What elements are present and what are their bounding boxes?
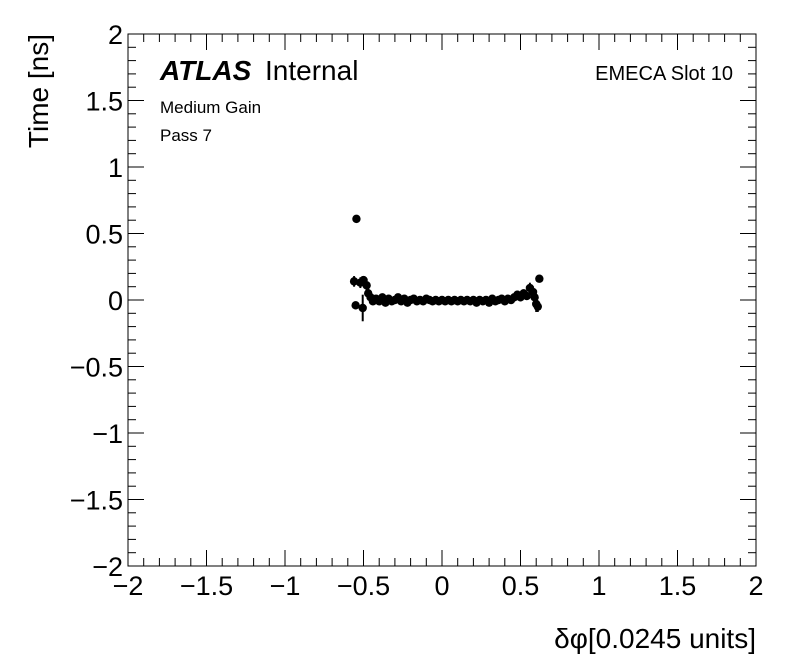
x-tick-label: −0.5: [337, 571, 390, 601]
y-tick-label: −1.5: [70, 486, 123, 516]
y-axis-label: Time [ns]: [23, 34, 54, 148]
data-points: [349, 214, 544, 322]
pass-label: Pass 7: [160, 126, 212, 145]
x-axis-label: δφ[0.0245 units]: [554, 623, 756, 654]
x-tick-label: 1.5: [659, 571, 697, 601]
point-marker: [535, 274, 544, 283]
point-marker: [522, 291, 531, 301]
point-marker: [533, 302, 542, 311]
atlas-label: ATLAS Internal: [159, 55, 358, 86]
x-tick-label: −2: [113, 571, 144, 601]
x-tick-label: 1: [591, 571, 606, 601]
point-marker: [352, 214, 361, 224]
y-tick-label: 1.5: [85, 87, 123, 117]
x-tick-label: −1: [270, 571, 301, 601]
data-point: [535, 274, 544, 283]
data-point: [351, 301, 360, 310]
data-point: [349, 276, 359, 287]
y-tick-label: 2: [108, 20, 123, 50]
y-tick-label: 1: [108, 153, 123, 183]
data-point: [522, 291, 531, 301]
y-tick-label: 0.5: [85, 220, 123, 250]
point-marker: [349, 277, 359, 286]
point-marker: [351, 301, 360, 310]
x-tick-labels: −2 −1.5 −1 −0.5 0 0.5 1 1.5 2: [113, 571, 764, 601]
atlas-status: Internal: [265, 55, 358, 86]
data-point: [352, 214, 361, 224]
y-tick-label: −0.5: [70, 353, 123, 383]
point-marker: [358, 303, 367, 313]
slot-label: EMECA Slot 10: [595, 63, 733, 85]
y-tick-labels: −2 −1.5 −1 −0.5 0 0.5 1 1.5 2: [70, 20, 123, 582]
x-tick-label: 0: [434, 571, 449, 601]
x-tick-label: −1.5: [180, 571, 233, 601]
axis-ticks: [127, 33, 757, 567]
y-tick-label: −2: [92, 552, 123, 582]
data-point: [358, 294, 367, 322]
y-tick-label: 0: [108, 286, 123, 316]
data-point: [533, 301, 542, 312]
gain-label: Medium Gain: [160, 98, 261, 117]
x-tick-label: 2: [748, 571, 763, 601]
point-marker: [362, 281, 371, 290]
y-tick-label: −1: [92, 419, 123, 449]
atlas-experiment: ATLAS: [159, 55, 252, 86]
x-tick-label: 0.5: [502, 571, 540, 601]
